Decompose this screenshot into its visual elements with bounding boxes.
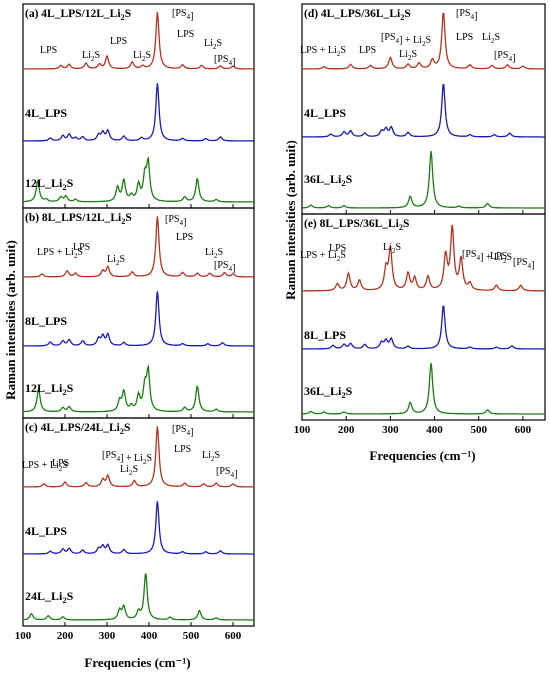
series-line-12l-li2s bbox=[23, 364, 254, 413]
x-axis-title: Frequencies (cm⁻¹) bbox=[369, 448, 476, 463]
peak-annotation: [PS4] bbox=[513, 257, 534, 271]
trace-label: 4L_LPS bbox=[25, 106, 67, 120]
peak-annotation: [PS4] bbox=[172, 424, 193, 438]
peak-annotation: [PS4] bbox=[214, 260, 235, 274]
series-line-36l-li2s bbox=[302, 150, 545, 209]
peak-annotation: LPS bbox=[456, 32, 473, 43]
peak-annotation: [PS4] bbox=[456, 8, 477, 22]
panel-title: (d) 4L_LPS/36L_Li2S bbox=[304, 8, 411, 22]
series-line-4l-lps-36l-li2s bbox=[302, 12, 545, 70]
series-line-4l-lps bbox=[302, 83, 545, 138]
x-tick-label: 600 bbox=[515, 424, 532, 436]
peak-annotation: [PS4] bbox=[216, 466, 237, 480]
peak-annotation: LPS bbox=[176, 232, 193, 243]
panel-title: (b) 8L_LPS/12L_Li2S bbox=[25, 212, 132, 226]
peak-annotation: Li2S bbox=[383, 242, 401, 255]
x-tick-label: 300 bbox=[99, 630, 116, 642]
peak-annotation: LPS bbox=[174, 444, 191, 455]
peak-annotation: Li2S bbox=[205, 247, 223, 260]
peak-annotation: [PS4] + Li2S bbox=[462, 249, 512, 265]
trace-label: 36L_Li2S bbox=[304, 384, 353, 400]
series-line-8l-lps bbox=[23, 291, 254, 347]
trace-label: 8L_LPS bbox=[304, 328, 346, 342]
peak-annotation: Li2S bbox=[120, 464, 138, 477]
peak-annotation: LPS bbox=[52, 458, 69, 469]
series-line-8l-lps-12l-li2s bbox=[23, 216, 254, 278]
trace-label: 36L_Li2S bbox=[304, 172, 353, 188]
peak-annotation: LPS bbox=[110, 36, 127, 47]
series-line-36l-li2s bbox=[302, 362, 545, 415]
y-axis-title: Raman intensities (arb. unit) bbox=[283, 140, 298, 300]
series-line-4l-lps bbox=[23, 83, 254, 142]
peak-annotation: Li2S bbox=[202, 450, 220, 463]
panel-c: 100 200 300 400 500 600 (c) 4L_LPS/24L_Li2S 4L_… bbox=[15, 417, 255, 642]
trace-label: 24L_Li2S bbox=[25, 589, 74, 605]
x-tick-label: 100 bbox=[294, 424, 311, 436]
series-line-4l-lps-24l-li2s bbox=[23, 426, 254, 488]
peak-annotation: LPS + Li2S bbox=[300, 250, 346, 263]
peak-annotation: Li2S bbox=[204, 38, 222, 51]
series-line-8l-lps-36l-li2s bbox=[302, 224, 545, 292]
x-tick-label: 600 bbox=[225, 630, 242, 642]
trace-label: 8L_LPS bbox=[25, 314, 67, 328]
panel-title: (a) 4L_LPS/12L_Li2S bbox=[25, 8, 131, 22]
x-axis-label-right: Frequencies (cm⁻¹) bbox=[300, 448, 545, 464]
y-axis-label-right: Raman intensities (arb. unit) bbox=[282, 0, 300, 440]
panel-frame bbox=[22, 417, 255, 627]
series-line-8l-lps bbox=[302, 305, 545, 350]
panel-d: (d) 4L_LPS/36L_Li2S 4L_LPS 36L_Li2S LPS + L… bbox=[300, 3, 546, 215]
peak-annotation: LPS bbox=[73, 242, 90, 253]
panel-e: 100 200 300 400 500 600 (e) 8L_LPS/36L_Li2S 8L_… bbox=[294, 213, 546, 436]
series-line-12l-li2s bbox=[22, 155, 254, 203]
panel-a: (a) 4L_LPS/12L_Li2S 4L_LPS 12L_Li2S LPS Li2S… bbox=[22, 3, 255, 209]
trace-label: 12L_Li2S bbox=[25, 381, 74, 397]
peak-annotation: LPS bbox=[329, 243, 346, 254]
x-axis-title: Frequencies (cm⁻¹) bbox=[84, 655, 191, 670]
peak-annotation: [PS4] bbox=[172, 8, 193, 22]
peak-annotation: [PS4] bbox=[214, 54, 235, 68]
trace-label: 4L_LPS bbox=[304, 106, 346, 120]
peak-annotation: [PS4] + Li2S bbox=[381, 32, 431, 48]
peak-annotation: LPS bbox=[359, 45, 376, 56]
x-tick-label: 500 bbox=[183, 630, 200, 642]
peak-annotation: LPS bbox=[177, 29, 194, 40]
panel-title: (c) 4L_LPS/24L_Li2S bbox=[25, 422, 130, 436]
peak-annotation: [PS4] bbox=[494, 50, 515, 64]
peak-annotation: LPS + Li2S bbox=[22, 460, 68, 473]
series-line-4l-lps bbox=[23, 501, 254, 555]
peak-annotation: Li2S bbox=[82, 50, 100, 63]
trace-label: 12L_Li2S bbox=[25, 176, 74, 192]
peak-annotation: Li2S bbox=[482, 32, 500, 45]
peak-annotation: LPS bbox=[40, 45, 57, 56]
series-line-4l-lps-12l-li2s bbox=[23, 12, 254, 70]
peak-annotation: Li2S bbox=[107, 254, 125, 267]
peak-annotation: Li2S bbox=[399, 49, 417, 62]
peak-annotation: LPS + Li2S bbox=[300, 45, 346, 58]
x-tick-label: 200 bbox=[338, 424, 355, 436]
x-tick-label: 300 bbox=[382, 424, 399, 436]
peak-annotation: Li2S bbox=[133, 50, 151, 63]
peak-annotation: LPS bbox=[490, 251, 507, 262]
trace-label: 4L_LPS bbox=[25, 524, 67, 538]
panel-frame bbox=[301, 213, 546, 421]
series-line-24l-li2s bbox=[23, 573, 254, 621]
y-axis-title: Raman intensities (arb. unit) bbox=[3, 240, 18, 400]
x-tick-label: 400 bbox=[426, 424, 443, 436]
x-tick-label: 400 bbox=[141, 630, 158, 642]
y-axis-label-left: Raman intensities (arb. unit) bbox=[2, 0, 20, 640]
x-tick-label: 100 bbox=[15, 630, 32, 642]
panel-b: (b) 8L_LPS/12L_Li2S 8L_LPS 12L_Li2S LPS + L… bbox=[22, 207, 255, 419]
x-tick-label: 200 bbox=[57, 630, 74, 642]
x-tick-label: 500 bbox=[470, 424, 487, 436]
peak-annotation: LPS + Li2S bbox=[37, 247, 83, 260]
peak-annotation: [PS4] bbox=[165, 214, 186, 228]
x-axis-label-left: Frequencies (cm⁻¹) bbox=[20, 655, 255, 671]
peak-annotation: [PS4] + Li2S bbox=[102, 450, 152, 466]
panel-title: (e) 8L_LPS/36L_Li2S bbox=[304, 218, 409, 232]
